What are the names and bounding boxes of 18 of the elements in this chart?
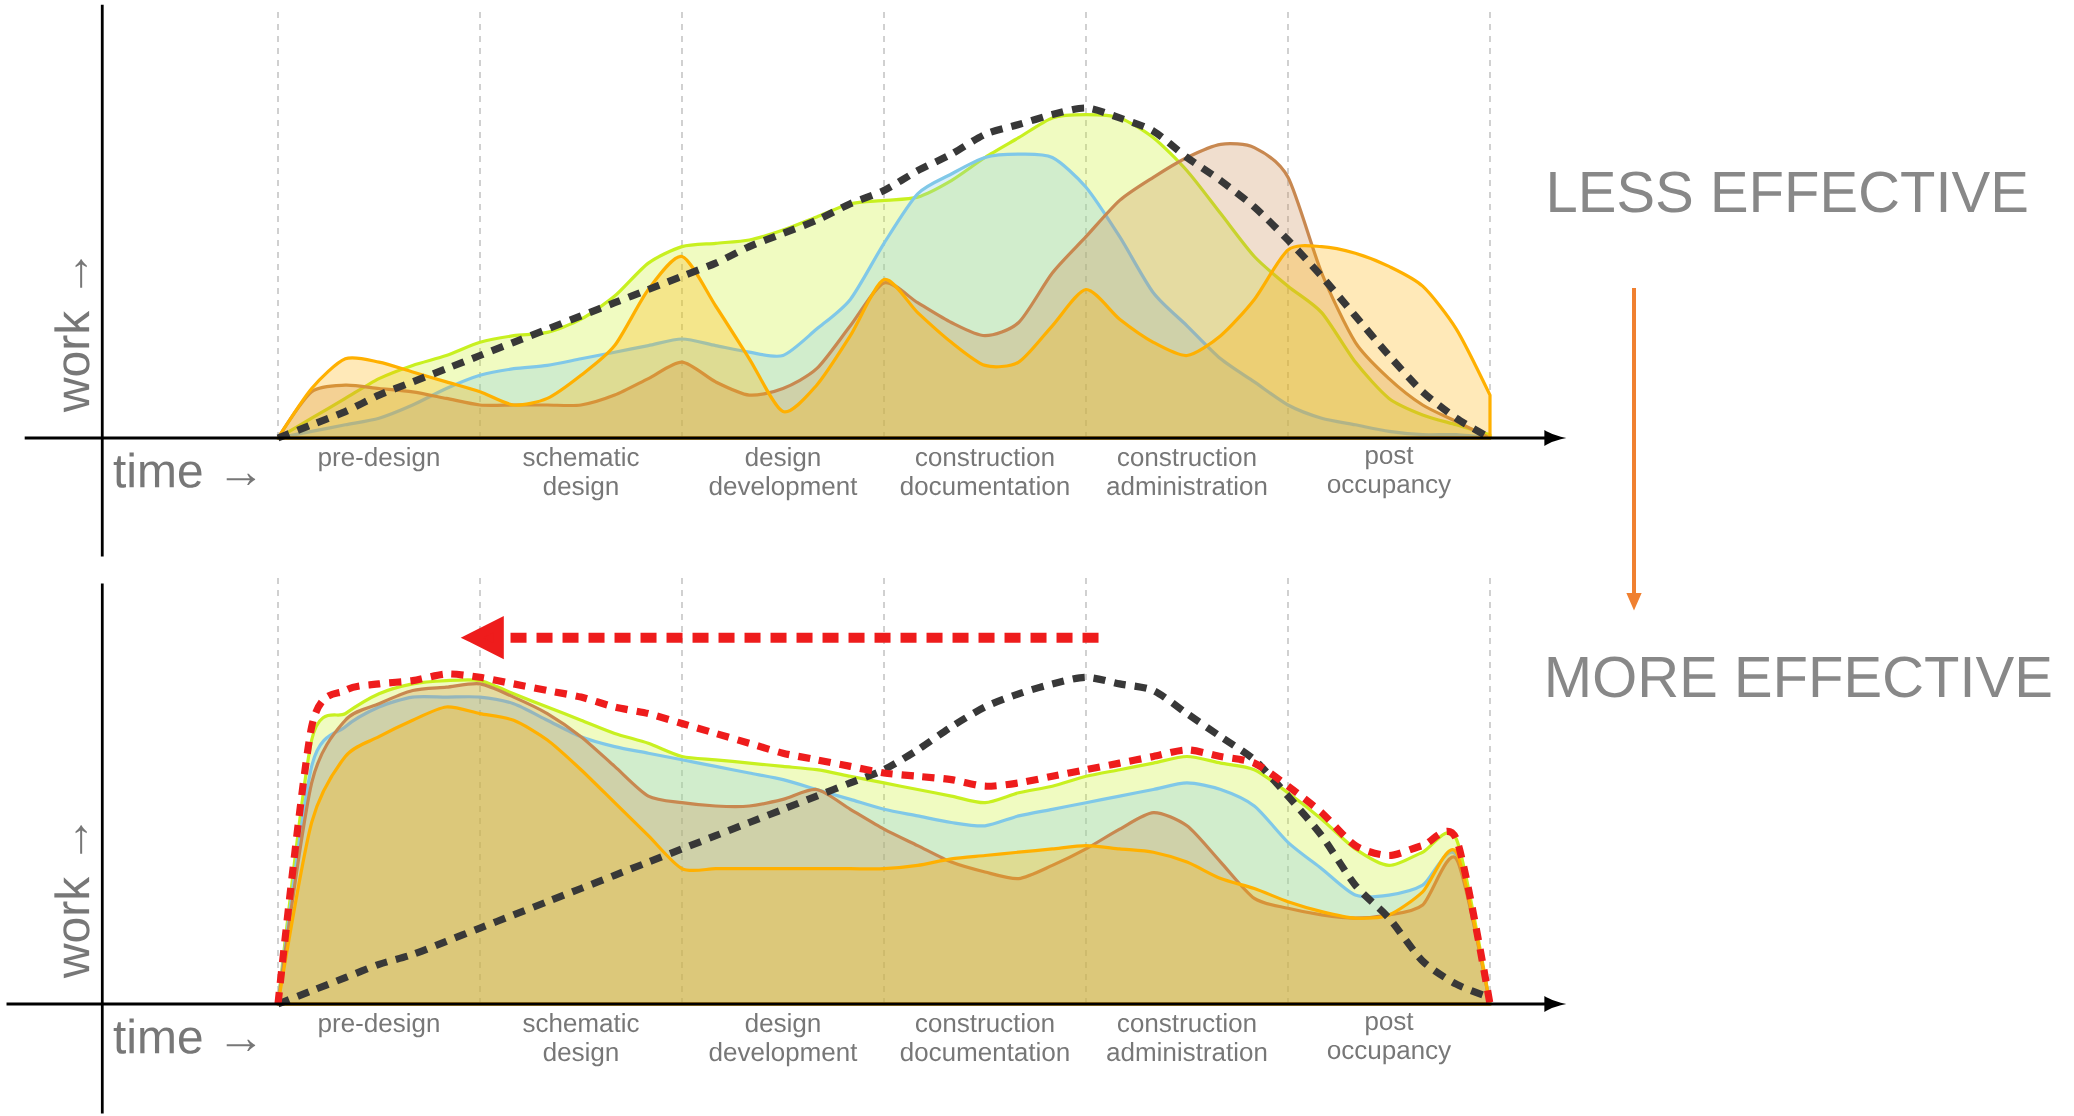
x-tick-label: design development	[709, 1013, 858, 1067]
y-axis-title: work →	[54, 825, 90, 979]
x-tick-label: pre-design	[319, 1013, 439, 1038]
x-axis-title: time →	[113, 1018, 256, 1054]
x-tick-label: construction documentation	[900, 1013, 1069, 1062]
x-tick-label: construction administration	[1107, 447, 1267, 496]
x-tick-label: post occupancy	[1327, 1013, 1452, 1065]
x-tick-label: post occupancy	[1327, 447, 1452, 499]
text: LESS EFFECTIVE	[1550, 171, 2027, 213]
text: MORE EFFECTIVE	[1548, 656, 2051, 698]
x-tick-label: schematic design	[523, 447, 639, 501]
x-axis-title: time →	[113, 452, 256, 488]
y-axis-title: work →	[54, 259, 90, 413]
x-tick-label: design development	[709, 447, 858, 501]
x-tick-label: construction administration	[1107, 1013, 1267, 1062]
x-tick-label: schematic design	[523, 1013, 639, 1067]
x-tick-label: pre-design	[319, 447, 439, 472]
x-tick-label: construction documentation	[900, 447, 1069, 496]
